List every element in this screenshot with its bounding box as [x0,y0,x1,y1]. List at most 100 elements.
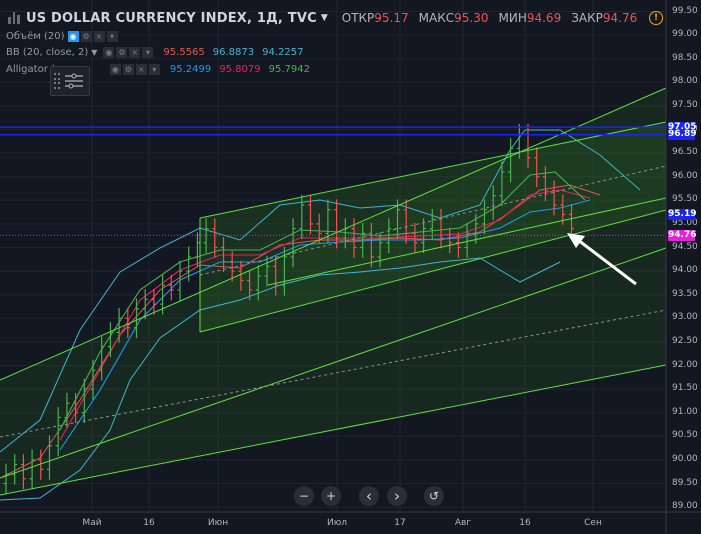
time-tick-label: 17 [394,518,406,528]
channel-large-lower [0,364,667,496]
price-tag: 96.89 [668,129,697,141]
price-bar [221,237,226,273]
price-bar [142,289,148,320]
alligator-lips-value: 95.7942 [268,63,310,75]
zoom-in-button[interactable]: + [321,486,341,506]
channel-large-mid [0,309,667,438]
channel-inner-line [0,247,667,479]
price-bar [116,307,122,343]
price-bar [238,260,244,291]
price-bar [160,274,166,315]
scroll-left-button[interactable]: ‹ [359,486,379,506]
scroll-right-button[interactable]: › [387,486,407,506]
price-bar [186,246,192,282]
price-bar [203,218,209,254]
bb-value-upper: 96.8873 [212,46,255,58]
time-tick-label: Сен [584,518,602,528]
channel-fill-large [0,88,666,495]
low-label: МИН [498,11,527,25]
alligator-jaw-value: 95.2499 [169,63,212,75]
price-tick-label: 94.00 [672,265,698,276]
price-bar [334,199,340,249]
bb-value-basis: 95.5565 [163,46,205,58]
time-tick-label: Авг [454,518,472,528]
indicator-bb[interactable]: BB (20, close, 2) ▼ ◉ ⚙ × ▾ 95.5565 96.8… [6,44,304,60]
price-bar [264,255,270,287]
symbol-title[interactable]: US DOLLAR CURRENCY INDEX, 1Д, TVC [26,10,317,26]
close-icon[interactable]: × [93,30,105,42]
close-icon[interactable]: × [135,63,147,75]
indicator-alligator[interactable]: Alligator ( ◉ ⚙ × ▾ 95.2499 95.8079 95.7… [6,61,310,77]
channel-tool-icon[interactable] [65,73,85,89]
price-tick-label: 96.50 [672,147,698,158]
eye-icon[interactable]: ◉ [109,63,121,75]
price-tick-label: 90.00 [672,453,698,464]
indicator-name: Объём (20) [6,30,65,42]
price-bar [64,392,70,428]
bb-lower [0,257,561,501]
chevron-down-icon[interactable]: ▼ [91,47,98,57]
price-tick-label: 92.00 [672,359,698,370]
price-tag: 94.76 [668,229,697,241]
price-tick-label: 99.50 [672,5,698,16]
channel-small-lower [199,209,667,333]
price-bar [316,213,322,244]
price-bar [377,232,383,268]
price-bar [29,449,35,490]
channel-fill-small [200,122,666,332]
price-tick-label: 91.00 [672,406,698,417]
price-tick-label: 93.00 [672,312,698,323]
annotation-arrow [567,233,637,286]
drag-handle-icon[interactable] [54,73,60,89]
time-tick-label: 16 [143,518,155,528]
price-bar [560,194,566,225]
price-tick-label: 90.50 [672,430,698,441]
price-bar [360,222,366,258]
price-bar [508,137,514,183]
close-value: 94.76 [602,11,638,25]
zoom-out-button[interactable]: − [294,486,314,506]
price-tick-label: 89.00 [672,501,698,512]
price-bar [473,213,479,244]
price-bar [386,218,392,254]
drawing-toolbar-popup[interactable] [50,66,90,96]
price-bar [177,260,183,301]
eye-icon[interactable]: ◉ [67,30,79,42]
price-bar [308,194,313,235]
more-icon[interactable]: ▾ [106,30,118,42]
price-bar [534,147,540,188]
open-value: 95.17 [374,11,409,25]
price-bar [499,161,505,206]
indicator-name: Alligator ( [6,63,55,75]
indicator-name: BB (20, close, 2) [6,46,89,58]
settings-icon[interactable]: ⚙ [122,63,134,75]
time-tick-label: Июн [207,518,229,528]
more-icon[interactable]: ▾ [148,63,160,75]
reset-chart-button[interactable]: ↺ [424,486,444,506]
chevron-down-icon[interactable]: ▼ [320,13,328,23]
horizontal-levels [0,126,666,236]
high-label: МАКС [418,11,455,25]
settings-icon[interactable]: ⚙ [116,46,128,58]
price-tag: 97.05 [668,121,697,133]
channel-small-mid [199,165,667,276]
close-icon[interactable]: × [129,46,141,58]
settings-icon[interactable]: ⚙ [80,30,92,42]
exclamation-icon[interactable]: ! [649,11,663,25]
price-bar [134,298,139,339]
price-tick-label: 95.00 [672,217,698,228]
price-bar [107,322,113,358]
more-icon[interactable]: ▾ [142,46,154,58]
price-bar [212,218,218,258]
price-bar [403,199,409,244]
indicator-volume[interactable]: Объём (20) ◉ ⚙ × ▾ [6,28,120,44]
price-bar [447,227,453,254]
price-bar [412,222,418,254]
arrow-shaft [577,238,637,286]
arrow-head [567,233,585,248]
eye-icon[interactable]: ◉ [103,46,115,58]
price-bar [490,185,496,221]
price-bar [247,270,253,301]
